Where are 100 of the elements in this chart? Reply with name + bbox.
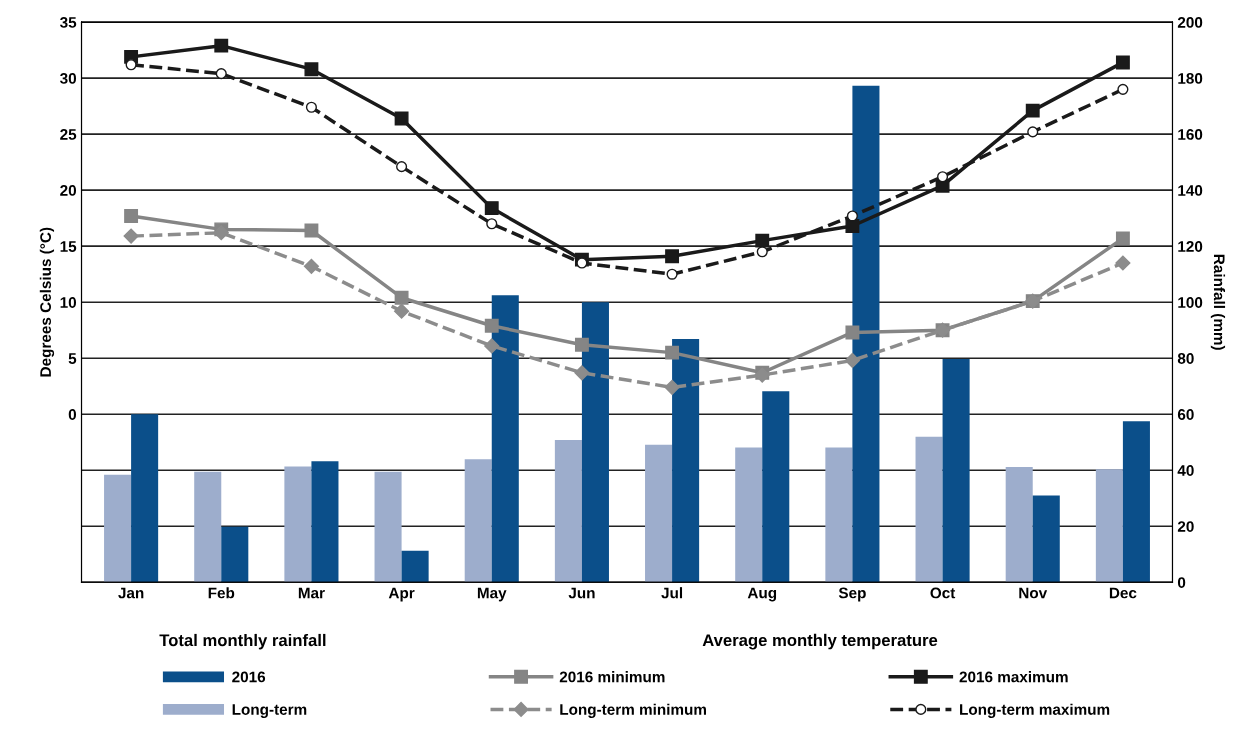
legend-label: Long-term maximum [960, 703, 1110, 718]
bar [374, 471, 402, 583]
point [1027, 126, 1039, 138]
y-tick-label: 0 [68, 409, 77, 420]
y-tick-label: 15 [60, 241, 77, 252]
bar [221, 526, 249, 583]
x-tick-label: May [477, 587, 507, 602]
point [215, 68, 227, 80]
y2-tick-label: 20 [1177, 521, 1194, 532]
x-tick-label: Aug [747, 587, 777, 602]
bar [131, 414, 159, 583]
y2-tick-label: 120 [1178, 241, 1203, 252]
bar [491, 295, 519, 583]
point [484, 201, 499, 216]
y-tick-label: 25 [60, 129, 77, 140]
point [124, 209, 139, 223]
x-tick-label: Apr [388, 587, 415, 602]
y2-tick-label: 40 [1177, 465, 1194, 476]
point [665, 345, 680, 360]
point [1115, 231, 1130, 246]
point [576, 257, 588, 269]
point [666, 268, 678, 280]
point [1117, 83, 1129, 95]
point [484, 338, 500, 354]
legend-label: Long-term minimum [560, 703, 706, 718]
bar [735, 447, 763, 583]
point [574, 337, 589, 352]
y2-tick-label: 80 [1177, 353, 1194, 364]
point [844, 352, 860, 369]
point [1115, 55, 1130, 70]
point [125, 59, 137, 71]
point [123, 228, 139, 244]
x-tick-label: Jul [661, 587, 683, 599]
point [664, 379, 680, 395]
x-tick-label: Oct [930, 587, 956, 599]
y-axis-title: Degrees Celsius (°C) [39, 227, 55, 377]
bar [915, 436, 943, 583]
point [755, 233, 770, 248]
y-tick-label: 30 [60, 73, 77, 84]
legend-label: 2016 [232, 671, 266, 683]
bar [645, 444, 673, 583]
bar [401, 550, 429, 583]
bar [1005, 466, 1033, 583]
text: Average monthly temperature [702, 633, 938, 650]
point [1115, 255, 1131, 271]
point [1025, 103, 1040, 118]
bar [762, 391, 790, 583]
point [486, 218, 498, 230]
point [484, 318, 499, 333]
y-tick-label: 5 [68, 353, 77, 364]
bar [1095, 469, 1123, 583]
text: Total monthly rainfall [159, 633, 326, 650]
legend-label: Long-term [232, 704, 307, 718]
y2-tick-label: 0 [1177, 577, 1186, 588]
bar [1032, 495, 1060, 583]
y-tick-label: 20 [60, 185, 77, 196]
x-tick-label: Jan [118, 587, 144, 599]
x-tick-label: Mar [298, 587, 325, 599]
point [305, 101, 317, 113]
bar [104, 474, 132, 583]
legend-label: 2016 maximum [959, 671, 1068, 683]
point [396, 161, 408, 173]
x-tick-label: Jun [568, 587, 595, 599]
y-tick-label: 10 [60, 297, 77, 308]
x-tick-label: Feb [208, 587, 235, 599]
y2-tick-label: 180 [1178, 73, 1203, 84]
x-tick-label: Sep [838, 587, 866, 602]
point [304, 62, 319, 77]
y2-tick-label: 200 [1177, 17, 1203, 28]
bar [311, 461, 339, 583]
point [574, 365, 590, 381]
y2-tick-label: 100 [1178, 297, 1203, 308]
y2-axis-title: Rainfall (mm) [1210, 254, 1226, 350]
bar [942, 359, 970, 583]
point [394, 290, 409, 305]
bar [194, 471, 222, 583]
bar [464, 459, 492, 583]
point [214, 38, 229, 53]
point [845, 325, 860, 340]
bar [825, 447, 853, 583]
bar [554, 440, 582, 583]
bar [672, 338, 700, 583]
y2-tick-label: 60 [1177, 409, 1194, 420]
point [845, 219, 860, 233]
legend-label: 2016 minimum [559, 671, 665, 683]
x-tick-label: Dec [1109, 587, 1137, 599]
point [304, 223, 319, 238]
point [756, 246, 768, 258]
bar [1122, 421, 1150, 583]
y2-tick-label: 140 [1178, 185, 1203, 196]
point [665, 249, 680, 264]
point [394, 303, 410, 319]
point [394, 111, 409, 126]
bar [284, 466, 312, 583]
y2-tick-label: 160 [1178, 129, 1203, 140]
bar [581, 302, 609, 583]
point [303, 258, 319, 274]
bar [852, 85, 880, 583]
y-tick-label: 35 [60, 17, 77, 28]
x-tick-label: Nov [1019, 587, 1048, 599]
